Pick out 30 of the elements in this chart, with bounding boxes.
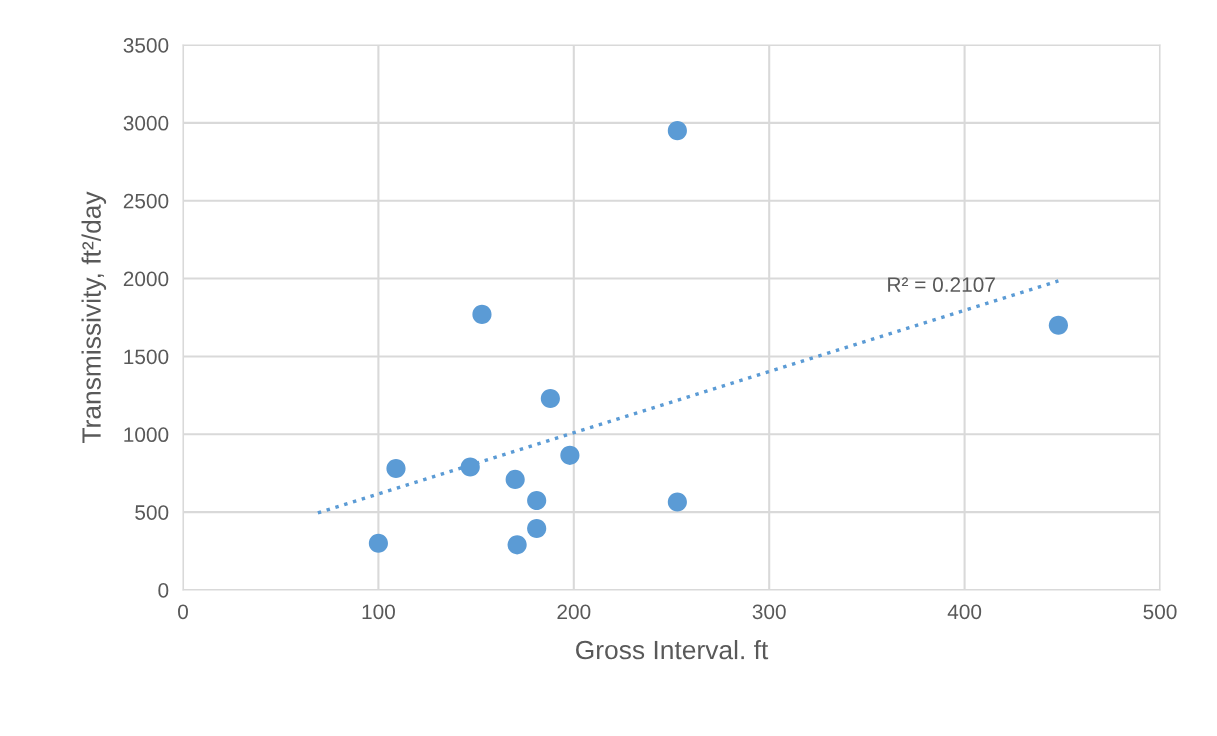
y-tick-label: 3500 (123, 38, 169, 53)
point (472, 304, 492, 324)
x-tick-label: 500 (1143, 604, 1177, 620)
y-tick-label: 3000 (123, 115, 169, 131)
x-axis-title: Gross Interval. ft (576, 639, 769, 660)
y-tick-label: 1000 (124, 427, 169, 443)
point (667, 492, 687, 512)
x-tick-label: 200 (557, 604, 591, 620)
point (1048, 315, 1068, 335)
y-axis-title: Transmissivity, ft²/day (81, 191, 107, 443)
x-tick-label: 0 (178, 604, 188, 620)
point (368, 533, 388, 553)
point (505, 469, 525, 490)
point (667, 121, 687, 141)
point (540, 388, 560, 409)
x-tick-label: 300 (752, 604, 786, 620)
point (560, 445, 580, 465)
point (460, 457, 480, 477)
point (507, 535, 527, 555)
y-tick-label: 500 (135, 505, 169, 520)
y-tick-label: 2000 (123, 271, 169, 287)
point (527, 490, 547, 511)
x-tick-label: 100 (362, 604, 395, 620)
x-tick-label: 400 (947, 604, 982, 620)
point (527, 518, 547, 539)
y-tick-label: 2500 (123, 193, 169, 209)
y-tick-label: 1500 (124, 349, 169, 365)
annotation: R² = 0.2107 (888, 277, 995, 293)
y-tick-label: 0 (158, 583, 169, 598)
point (386, 458, 406, 479)
